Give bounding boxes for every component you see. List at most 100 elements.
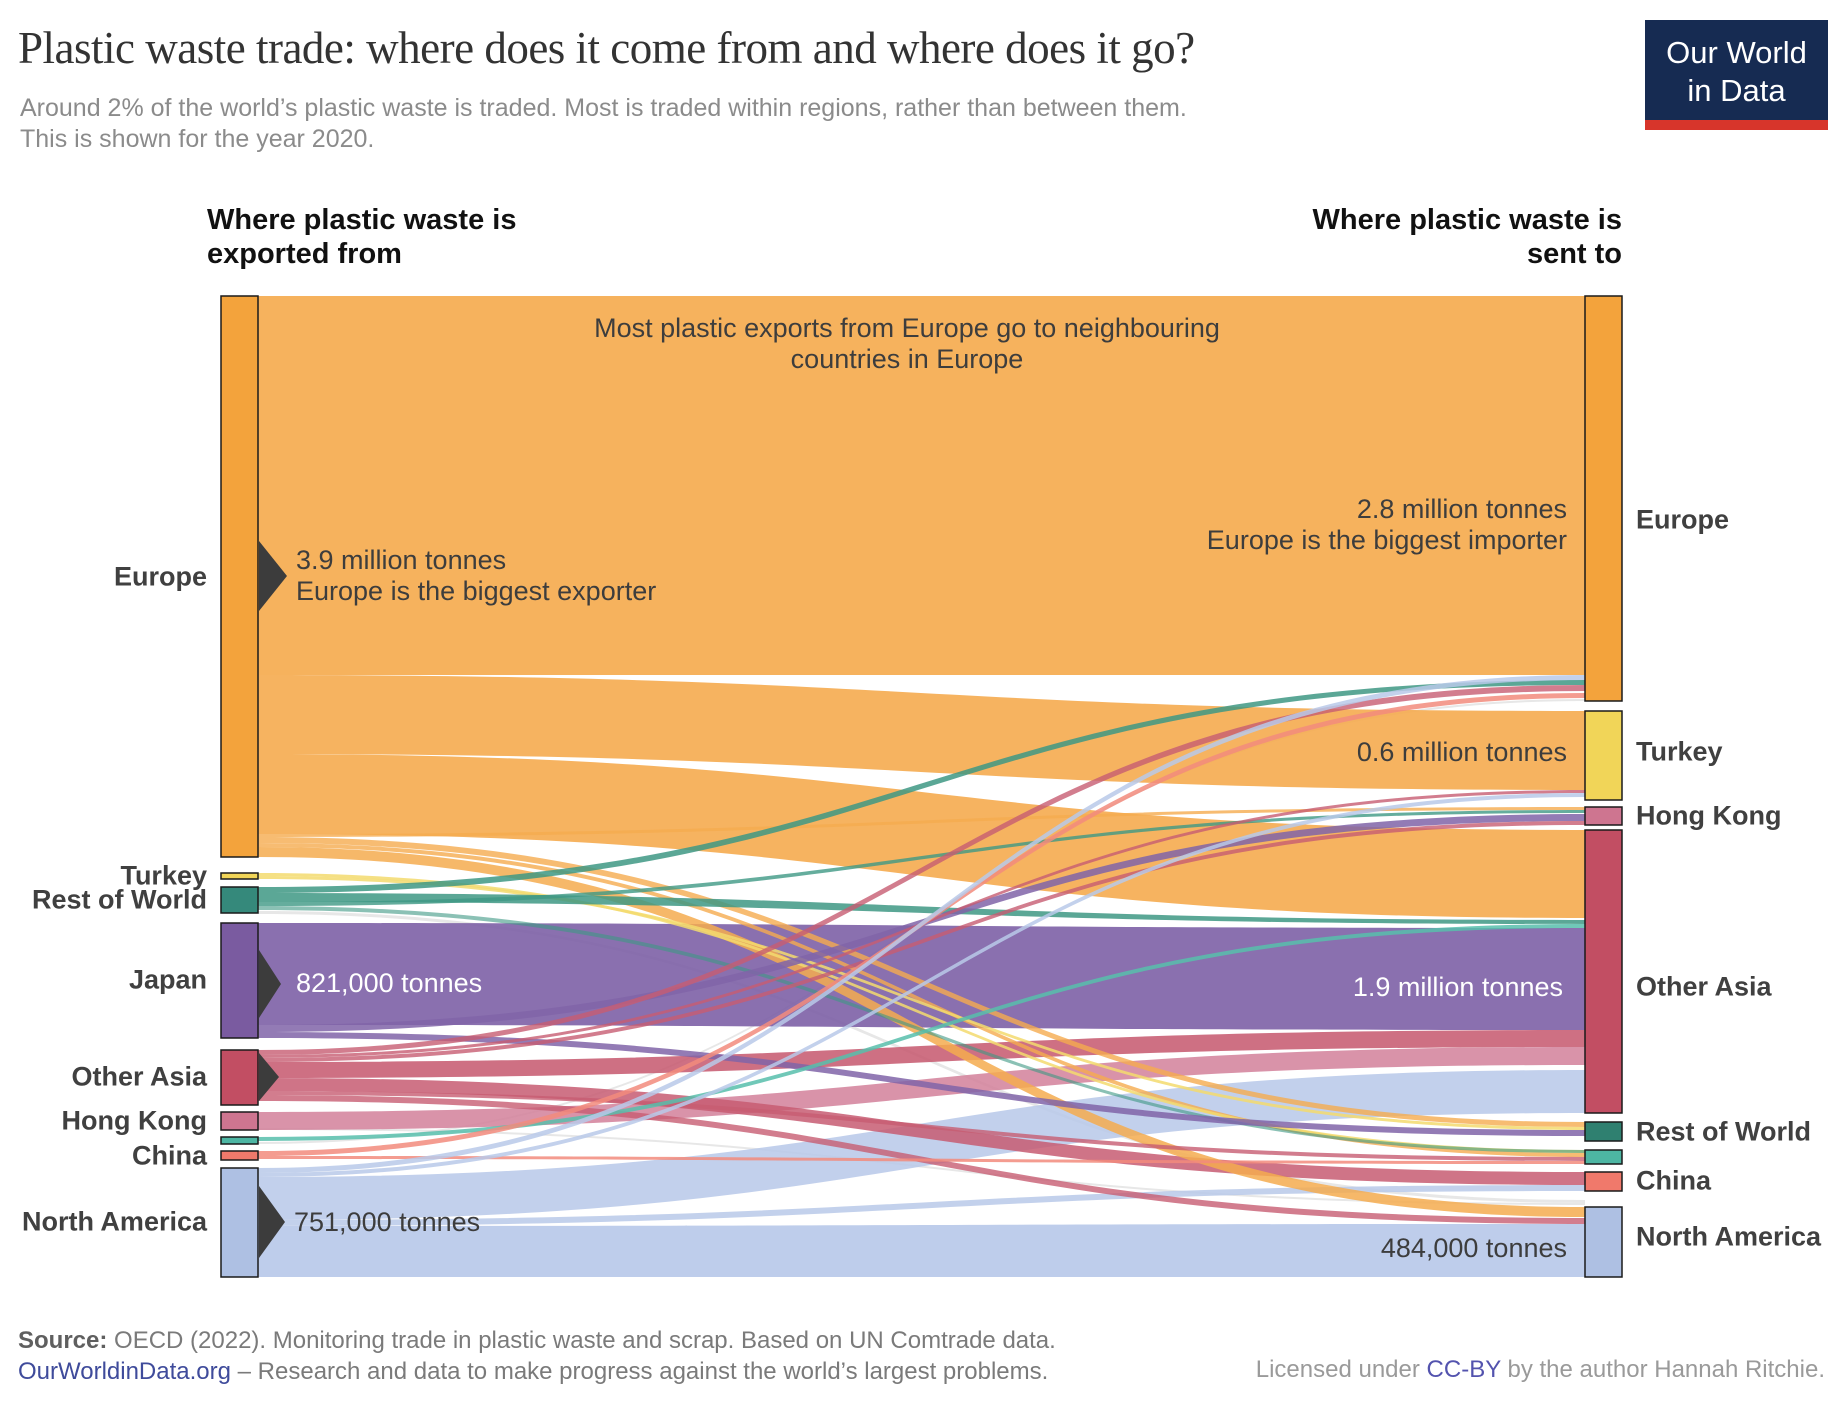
na-export-total-line: 751,000 tonnes xyxy=(294,1207,481,1237)
flow-other_asia-to-hong_kong xyxy=(258,821,1585,1062)
node-left-rest_of_world xyxy=(220,886,259,914)
source-text: OECD (2022). Monitoring trade in plastic… xyxy=(107,1327,1056,1354)
license-suffix: by the author Hannah Ritchie. xyxy=(1500,1356,1825,1383)
arrow-icon-europe xyxy=(259,541,287,611)
flow-europe-to-europe xyxy=(258,296,1585,675)
arrow-icon-other_asia xyxy=(259,1053,279,1101)
europe-flow-note: Most plastic exports from Europe go to n… xyxy=(0,313,1814,375)
node-label-left-hong_kong: Hong Kong xyxy=(61,1105,207,1136)
node-right-hong_kong xyxy=(1584,806,1623,826)
owid-logo-line-1: Our World xyxy=(1666,35,1807,70)
source-line: Source: OECD (2022). Monitoring trade in… xyxy=(18,1325,1828,1356)
japan-export-total-line: 821,000 tonnes xyxy=(296,968,483,998)
flow-europe-to-hong_kong xyxy=(258,807,1585,837)
na-export-total: 751,000 tonnes xyxy=(294,1207,480,1238)
europe-export-total-line: 3.9 million tonnes xyxy=(296,545,507,575)
node-label-left-rest_of_world: Rest of World xyxy=(32,884,207,915)
node-label-right-rest_of_world: Rest of World xyxy=(1636,1116,1811,1147)
importers-column-header: Where plastic waste is sent to xyxy=(1313,203,1622,271)
flow-turkey-to-unlabeled xyxy=(258,873,1585,1153)
flow-europe-to-other_asia xyxy=(258,754,1585,918)
subtitle-line-2: This is shown for the year 2020. xyxy=(20,125,375,153)
flow-north_america-to-north_america xyxy=(258,1224,1585,1277)
site-line: OurWorldinData.org – Research and data t… xyxy=(18,1356,1828,1387)
flow-europe-to-turkey xyxy=(258,675,1585,790)
node-label-right-turkey: Turkey xyxy=(1636,736,1723,767)
flow-rest_of_world-to-europe xyxy=(258,680,1585,893)
flow-unlabeled-to-other_asia xyxy=(258,924,1585,1141)
node-left-north_america xyxy=(220,1167,259,1278)
node-left-unlabeled xyxy=(220,1136,259,1145)
node-left-hong_kong xyxy=(220,1111,259,1131)
flow-rest_of_world-to-hong_kong xyxy=(258,810,1585,906)
node-right-turkey xyxy=(1584,710,1623,801)
owid-logo: Our World in Data xyxy=(1645,20,1828,130)
na-import-total-line: 484,000 tonnes xyxy=(1380,1233,1567,1263)
page-subtitle: Around 2% of the world’s plastic waste i… xyxy=(20,93,1440,155)
node-label-right-china: China xyxy=(1636,1165,1712,1196)
node-label-right-north_america: North America xyxy=(1636,1221,1822,1252)
node-right-other_asia xyxy=(1584,829,1623,1114)
site-tagline: – Research and data to make progress aga… xyxy=(230,1358,1049,1385)
europe-flow-note-line: Most plastic exports from Europe go to n… xyxy=(594,313,1220,343)
exporters-header-line-2: exported from xyxy=(207,238,402,270)
europe-export-total: 3.9 million tonnes Europe is the biggest … xyxy=(296,545,656,607)
asia-import-total-line: 1.9 million tonnes xyxy=(1352,972,1563,1002)
node-label-left-turkey: Turkey xyxy=(120,860,207,891)
europe-import-total: 2.8 million tonnes Europe is the biggest … xyxy=(1207,494,1567,556)
flow-europe-to-unlabeled xyxy=(258,843,1585,1157)
node-right-north_america xyxy=(1584,1206,1623,1278)
node-left-china xyxy=(220,1150,259,1161)
europe-import-total-line: Europe is the biggest importer xyxy=(1206,525,1567,555)
node-label-left-china: China xyxy=(131,1140,207,1171)
node-label-left-japan: Japan xyxy=(128,964,207,995)
node-left-other_asia xyxy=(220,1049,259,1106)
europe-import-total-line: 2.8 million tonnes xyxy=(1356,494,1567,524)
flow-japan-to-rest_of_world xyxy=(258,1032,1585,1136)
exporters-header-line-1: Where plastic waste is xyxy=(207,204,517,236)
flow-turkey-to-rest_of_world xyxy=(258,876,1585,1130)
flow-north_america-to-other_asia xyxy=(258,1070,1585,1220)
license-line: Licensed under CC-BY by the author Hanna… xyxy=(1256,1356,1825,1384)
page-title: Plastic waste trade: where does it come … xyxy=(18,23,1195,73)
node-label-right-hong_kong: Hong Kong xyxy=(1636,800,1782,831)
exporters-column-header: Where plastic waste is exported from xyxy=(207,203,516,271)
node-right-unlabeled xyxy=(1584,1149,1623,1165)
node-left-turkey xyxy=(220,872,259,880)
europe-flow-note-line: countries in Europe xyxy=(790,344,1024,374)
flow-china-to-unlabeled xyxy=(258,1156,1585,1164)
source-label: Source: xyxy=(18,1327,108,1354)
node-left-europe xyxy=(220,295,259,858)
flow-north_america-to-china xyxy=(258,1185,1585,1226)
owid-site-link[interactable]: OurWorldinData.org xyxy=(18,1358,231,1385)
turkey-import-total-line: 0.6 million tonnes xyxy=(1356,737,1567,767)
flow-other_asia-to-europe xyxy=(258,685,1585,1055)
owid-logo-line-2: in Data xyxy=(1687,73,1786,108)
flow-north_america-to-turkey xyxy=(258,793,1585,1177)
subtitle-line-1: Around 2% of the world’s plastic waste i… xyxy=(20,94,1187,122)
flow-rest_of_world-to-other_asia xyxy=(258,893,1585,924)
turkey-import-total: 0.6 million tonnes xyxy=(1357,737,1567,768)
na-import-total: 484,000 tonnes xyxy=(1381,1233,1567,1264)
node-right-europe xyxy=(1584,295,1623,702)
node-label-left-north_america: North America xyxy=(21,1206,207,1237)
importers-header-line-2: sent to xyxy=(1526,238,1622,270)
asia-import-total: 1.9 million tonnes xyxy=(1353,972,1563,1003)
flow-rest_of_world-to-unlabeled xyxy=(258,906,1585,1153)
license-prefix: Licensed under xyxy=(1255,1356,1427,1383)
node-right-rest_of_world xyxy=(1584,1121,1623,1142)
node-right-china xyxy=(1584,1171,1623,1192)
cc-by-link[interactable]: CC-BY xyxy=(1426,1356,1501,1383)
node-label-right-europe: Europe xyxy=(1636,504,1730,535)
japan-export-total: 821,000 tonnes xyxy=(296,968,482,999)
flow-north_america-to-europe xyxy=(258,675,1585,1173)
flow-other_asia-to-china xyxy=(258,1078,1585,1185)
flow-europe-to-rest_of_world xyxy=(258,837,1585,1127)
flow-other_asia-to-unlabeled xyxy=(258,1091,1585,1161)
node-label-left-other_asia: Other Asia xyxy=(71,1061,207,1092)
importers-header-line-1: Where plastic waste is xyxy=(1312,204,1622,236)
arrow-icon-japan xyxy=(259,950,281,1018)
node-label-left-europe: Europe xyxy=(113,561,207,592)
arrow-icon-north_america xyxy=(259,1186,285,1258)
